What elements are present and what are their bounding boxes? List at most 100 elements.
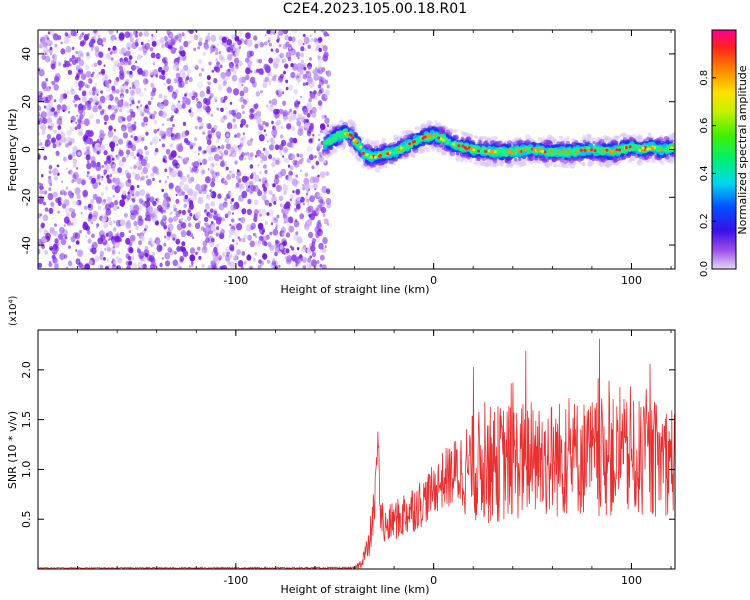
noise-speckle <box>309 91 312 94</box>
noise-speckle <box>280 125 284 130</box>
noise-speckle <box>106 196 112 204</box>
noise-speckle <box>102 257 106 261</box>
noise-speckle <box>306 198 310 203</box>
noise-speckle <box>140 235 145 242</box>
noise-speckle <box>103 150 108 156</box>
ridge-cell <box>455 157 460 162</box>
noise-speckle <box>245 57 250 63</box>
noise-speckle <box>152 87 157 93</box>
noise-speckle <box>210 191 217 199</box>
noise-speckle <box>103 114 109 122</box>
noise-speckle <box>280 226 286 234</box>
noise-speckle <box>254 43 259 49</box>
noise-speckle <box>81 96 87 103</box>
noise-speckle <box>150 82 155 88</box>
noise-speckle <box>161 75 166 80</box>
noise-speckle <box>79 113 84 120</box>
noise-speckle <box>290 165 294 170</box>
noise-speckle <box>296 153 300 158</box>
noise-speckle <box>136 148 143 156</box>
noise-speckle <box>161 58 166 63</box>
noise-speckle <box>65 45 72 53</box>
noise-speckle <box>259 159 264 164</box>
noise-speckle <box>201 68 205 72</box>
noise-speckle <box>194 211 201 219</box>
noise-speckle <box>278 195 284 202</box>
noise-speckle <box>262 81 268 89</box>
noise-speckle <box>129 234 136 242</box>
noise-speckle <box>92 71 95 75</box>
noise-speckle <box>269 231 273 236</box>
noise-speckle <box>304 183 310 191</box>
noise-speckle <box>271 98 278 106</box>
noise-speckle <box>282 43 288 50</box>
noise-speckle <box>172 204 177 209</box>
noise-speckle <box>299 169 302 173</box>
noise-speckle <box>175 78 179 83</box>
noise-speckle <box>38 105 42 112</box>
noise-speckle <box>202 131 205 135</box>
noise-speckle <box>196 186 201 192</box>
noise-speckle <box>166 30 171 36</box>
noise-speckle <box>176 134 179 138</box>
noise-speckle <box>172 215 178 222</box>
noise-speckle <box>315 236 320 242</box>
noise-speckle <box>239 183 245 190</box>
noise-speckle <box>229 146 235 155</box>
noise-speckle <box>224 197 228 202</box>
spectrogram-heatmap <box>38 30 675 269</box>
noise-speckle <box>288 225 295 233</box>
noise-speckle <box>267 73 270 77</box>
noise-speckle <box>309 34 312 38</box>
noise-speckle <box>78 80 84 88</box>
noise-speckle <box>42 214 49 222</box>
noise-speckle <box>233 88 240 96</box>
noise-speckle <box>228 190 231 194</box>
noise-speckle <box>227 54 233 61</box>
noise-speckle <box>161 143 165 148</box>
noise-speckle <box>275 157 281 165</box>
noise-speckle <box>318 228 322 233</box>
noise-speckle <box>111 167 117 175</box>
noise-speckle <box>130 152 135 157</box>
noise-speckle <box>152 200 157 207</box>
noise-speckle <box>311 80 315 85</box>
noise-speckle <box>118 149 124 157</box>
noise-speckle <box>207 168 210 171</box>
noise-speckle <box>218 255 223 261</box>
noise-speckle <box>294 208 297 212</box>
noise-speckle <box>250 173 254 177</box>
noise-speckle <box>217 193 222 199</box>
noise-speckle <box>293 233 299 241</box>
ridge-cell <box>558 135 564 141</box>
noise-speckle <box>67 190 73 197</box>
noise-speckle <box>210 201 216 207</box>
noise-speckle <box>120 219 126 227</box>
noise-speckle <box>203 97 208 104</box>
noise-speckle <box>276 39 280 43</box>
noise-speckle <box>63 224 66 227</box>
noise-speckle <box>231 74 238 82</box>
noise-speckle <box>152 136 158 144</box>
noise-speckle <box>177 188 184 196</box>
noise-speckle <box>155 74 159 78</box>
noise-speckle <box>137 218 144 226</box>
noise-speckle <box>59 98 63 103</box>
noise-speckle <box>152 62 156 66</box>
noise-speckle <box>167 86 171 90</box>
noise-speckle <box>168 217 174 224</box>
noise-speckle <box>182 121 187 126</box>
noise-speckle <box>187 188 194 196</box>
noise-speckle <box>304 122 309 129</box>
noise-speckle <box>283 190 287 195</box>
noise-speckle <box>213 210 217 215</box>
noise-speckle <box>45 232 51 240</box>
noise-speckle <box>250 108 254 113</box>
noise-speckle <box>169 143 174 148</box>
noise-speckle <box>220 161 225 168</box>
noise-speckle <box>200 226 205 231</box>
noise-speckle <box>237 144 242 150</box>
noise-speckle <box>319 155 322 159</box>
noise-speckle <box>305 192 309 196</box>
noise-speckle <box>51 254 56 260</box>
